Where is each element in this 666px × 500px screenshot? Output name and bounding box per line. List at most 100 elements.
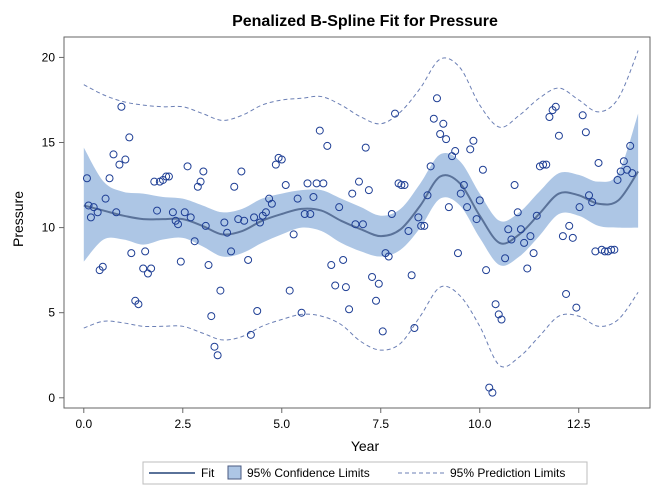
data-point [610, 245, 619, 254]
data-point [141, 247, 150, 256]
data-point [348, 189, 357, 198]
data-point [545, 112, 554, 121]
data-point [526, 232, 535, 241]
data-point [121, 155, 130, 164]
data-point [507, 235, 516, 244]
data-point [186, 213, 195, 222]
confidence-band [83, 113, 639, 266]
data-point [572, 303, 581, 312]
data-point [82, 174, 91, 183]
data-point [466, 145, 475, 154]
y-tick-label: 0 [48, 391, 55, 405]
data-point [237, 167, 246, 176]
data-point [86, 213, 95, 222]
data-point [568, 233, 577, 242]
data-point [162, 172, 171, 181]
data-point [240, 216, 249, 225]
data-point [101, 194, 110, 203]
data-point [105, 174, 114, 183]
data-point [150, 177, 159, 186]
legend-confidence-label: 95% Confidence Limits [247, 466, 370, 480]
data-point [585, 191, 594, 200]
data-point [529, 249, 538, 258]
data-point [213, 351, 222, 360]
legend: Fit 95% Confidence Limits 95% Prediction… [142, 461, 588, 485]
data-point [354, 177, 363, 186]
x-axis-label: Year [351, 438, 380, 454]
data-point [297, 308, 306, 317]
data-point [180, 208, 189, 217]
data-point [565, 221, 574, 230]
data-point [472, 215, 481, 224]
data-point [619, 157, 628, 166]
data-point [475, 196, 484, 205]
x-tick-label: 12.5 [567, 417, 591, 431]
data-point [196, 177, 205, 186]
data-point [112, 208, 121, 217]
data-point [115, 160, 124, 169]
data-point [501, 254, 510, 263]
data-point [463, 203, 472, 212]
data-point [331, 281, 340, 290]
data-point [628, 169, 637, 178]
data-point [230, 182, 239, 191]
data-point [497, 315, 506, 324]
data-point [351, 220, 360, 229]
x-tick-label: 10.0 [468, 417, 492, 431]
data-point [199, 167, 208, 176]
data-point [400, 181, 409, 190]
data-point [216, 286, 225, 295]
data-point [253, 307, 262, 315]
data-point [453, 249, 462, 258]
data-point [190, 237, 199, 246]
data-point [532, 211, 541, 220]
data-point [207, 312, 216, 321]
data-point [397, 181, 406, 190]
data-point [306, 209, 315, 218]
data-point [227, 247, 236, 256]
data-point [459, 181, 468, 190]
data-point [84, 201, 93, 210]
data-point [109, 150, 118, 159]
x-tick-label: 0.0 [75, 417, 92, 431]
data-point [429, 114, 438, 123]
y-tick-label: 15 [42, 136, 56, 150]
data-point [300, 209, 309, 218]
data-point [223, 228, 232, 237]
data-point [554, 131, 563, 140]
legend-fit-label: Fit [201, 466, 215, 480]
data-point [482, 266, 491, 275]
data-point [303, 179, 312, 188]
data-point [250, 213, 259, 222]
data-point [451, 147, 460, 156]
data-point [134, 300, 143, 309]
data-point [327, 261, 336, 270]
data-point [387, 209, 396, 218]
data-point [127, 249, 136, 258]
data-point [578, 111, 587, 120]
data-point [372, 296, 381, 305]
data-point [261, 208, 270, 217]
data-point [469, 136, 478, 145]
data-point [271, 160, 280, 169]
data-point [417, 221, 426, 230]
data-point [442, 135, 451, 144]
data-point [285, 286, 294, 295]
y-tick-label: 20 [42, 50, 56, 64]
data-point [93, 208, 102, 217]
data-point [341, 283, 350, 292]
data-point [374, 279, 383, 288]
data-point [562, 289, 571, 298]
data-point [117, 102, 126, 111]
data-point [315, 126, 324, 135]
data-point [478, 165, 487, 174]
data-point [345, 305, 354, 314]
data-point [358, 220, 367, 229]
x-tick-label: 5.0 [273, 417, 290, 431]
data-point [588, 198, 597, 207]
data-point [210, 342, 219, 351]
chart-title: Penalized B-Spline Fit for Pressure [232, 13, 498, 30]
data-point [423, 191, 432, 200]
data-point [420, 221, 429, 230]
